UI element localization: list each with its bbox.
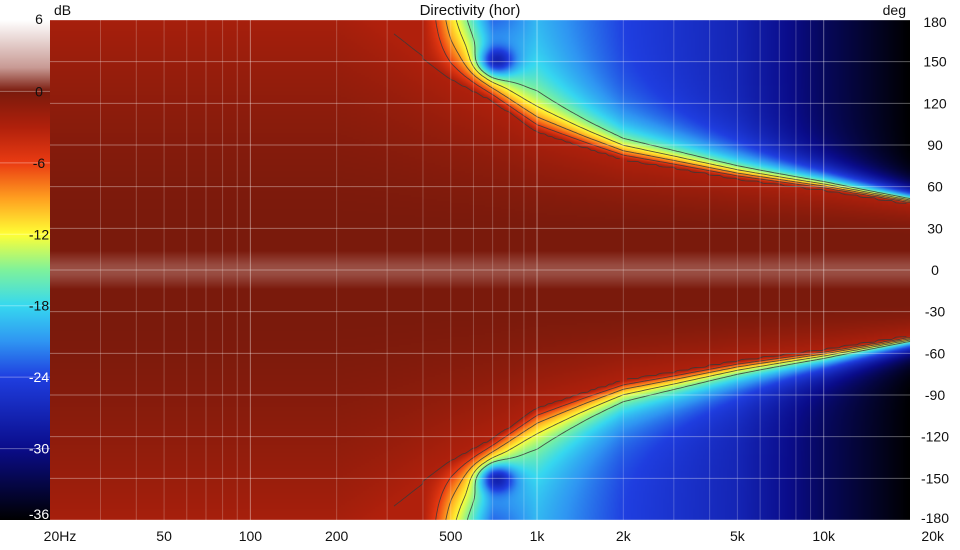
contour-line <box>435 19 911 521</box>
y-tick-label: 150 <box>923 54 947 70</box>
x-tick-label: 1k <box>530 528 546 544</box>
colorbar-tick-label: -24 <box>29 369 49 385</box>
contour-lines <box>393 19 911 521</box>
contour-line <box>445 19 911 521</box>
y-tick-label: -30 <box>925 304 945 320</box>
x-tick-label: 5k <box>730 528 746 544</box>
x-tick-label: 500 <box>439 528 463 544</box>
x-tick-label: 50 <box>156 528 172 544</box>
y-tick-label: -180 <box>921 510 949 526</box>
y-tick-label: 30 <box>927 220 943 236</box>
y-tick-label: 180 <box>923 14 947 30</box>
colorbar-tick-label: -6 <box>33 155 46 171</box>
colorbar-tick-label: -36 <box>29 506 49 522</box>
x-tick-label: 200 <box>325 528 349 544</box>
colorbar-tick-label: 6 <box>35 11 43 27</box>
contour-line <box>455 19 911 521</box>
y-tick-label: 90 <box>927 137 943 153</box>
x-tick-label: 10k <box>812 528 836 544</box>
colorbar-tick-label: 0 <box>35 83 43 99</box>
x-tick-label: 20Hz <box>44 528 77 544</box>
colorbar-tick-label: -30 <box>29 441 49 457</box>
y-axis-unit: deg <box>883 2 906 18</box>
y-tick-label: 0 <box>931 262 939 278</box>
x-tick-label: 20k <box>921 528 945 544</box>
y-tick-label: -120 <box>921 429 949 445</box>
colorbar-ticks: 6 0 -6 -12 -18 -24 -30 -36 <box>29 11 49 522</box>
x-tick-label: 100 <box>239 528 263 544</box>
chart-title: Directivity (hor) <box>420 2 521 19</box>
x-axis-ticks: 20Hz 50 100 200 500 1k 2k 5k 10k 20k <box>44 528 945 544</box>
colorbar <box>0 20 50 520</box>
y-tick-label: -60 <box>925 345 945 361</box>
heatmap-surface <box>50 20 910 520</box>
y-tick-label: -150 <box>921 470 949 486</box>
colorbar-tick-label: -12 <box>29 226 49 242</box>
y-tick-label: 60 <box>927 179 943 195</box>
contour-line <box>393 33 907 507</box>
y-tick-label: -90 <box>925 387 945 403</box>
x-tick-label: 2k <box>616 528 632 544</box>
colorbar-unit: dB <box>54 2 71 18</box>
y-tick-label: 120 <box>923 95 947 111</box>
colorbar-tick-label: -18 <box>29 298 49 314</box>
y-axis-ticks: 180 150 120 90 60 30 0 -30 -60 -90 -120 -150 -180 <box>921 14 949 526</box>
grid-lines <box>0 19 910 521</box>
contour-line <box>466 19 911 521</box>
